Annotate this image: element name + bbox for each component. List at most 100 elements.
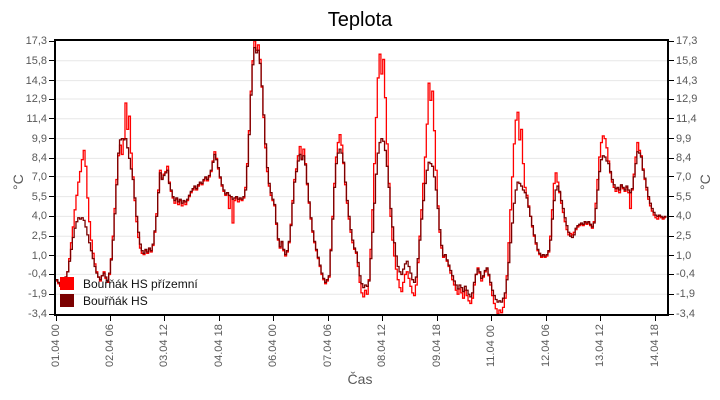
tick-mark — [669, 293, 674, 295]
y-tick-label-left: -3,4 — [28, 308, 47, 320]
tick-mark — [327, 316, 329, 321]
x-tick-label: 02.04 06 — [104, 324, 116, 367]
y-tick-label-left: 12,9 — [25, 93, 47, 105]
tick-mark — [436, 316, 438, 321]
tick-mark — [49, 176, 54, 178]
y-tick-label-right: 7,0 — [676, 170, 692, 183]
y-tick-label-right: 1,0 — [676, 250, 692, 262]
y-tick-label-left: 15,8 — [25, 54, 47, 67]
tick-mark — [669, 40, 674, 42]
tick-mark — [49, 215, 54, 217]
tick-mark — [669, 118, 674, 120]
y-tick-label-left: 14,3 — [25, 74, 47, 87]
y-axis-title-right: °C — [697, 174, 713, 190]
y-tick-label-left: 2,5 — [31, 230, 47, 243]
tick-mark — [49, 255, 54, 257]
y-tick-label-right: 14,3 — [676, 74, 698, 87]
tick-mark — [669, 196, 674, 198]
tick-mark — [49, 80, 54, 82]
x-tick-label: 13.04 12 — [594, 324, 606, 367]
tick-mark — [49, 118, 54, 120]
tick-mark — [49, 273, 54, 275]
y-tick-label-left: 4,0 — [31, 210, 47, 223]
x-tick-label: 01.04 00 — [49, 324, 62, 367]
y-tick-label-right: 11,4 — [676, 112, 697, 125]
tick-mark — [669, 313, 674, 315]
legend: Bouřňák HS přízemní Bouřňák HS — [60, 275, 198, 309]
y-tick-label-left: 9,9 — [31, 132, 47, 145]
x-tick-label: 06.04 00 — [267, 324, 280, 367]
x-tick-label: 03.04 12 — [158, 324, 171, 367]
tick-mark — [49, 313, 54, 315]
x-tick-label: 12.04 06 — [539, 324, 552, 367]
y-tick-label-left: -1,9 — [28, 288, 47, 301]
y-tick-label-left: 7,0 — [31, 170, 47, 183]
legend-swatch-darkred — [60, 294, 74, 307]
y-tick-label-left: 11,4 — [26, 112, 47, 125]
legend-item-prizemni: Bouřňák HS přízemní — [60, 275, 198, 292]
chart-title: Teplota — [327, 9, 393, 31]
y-tick-label-right: 8,4 — [676, 152, 692, 165]
tick-mark — [654, 316, 656, 321]
tick-mark — [669, 176, 674, 178]
plot-canvas — [56, 41, 667, 314]
tick-mark — [669, 273, 674, 275]
tick-mark — [669, 60, 674, 62]
y-tick-label-left: 1,0 — [31, 250, 47, 262]
tick-mark — [669, 80, 674, 82]
tick-mark — [669, 98, 674, 100]
y-axis-title-left: °C — [10, 174, 26, 190]
tick-mark — [669, 235, 674, 237]
y-tick-label-left: 17,3 — [25, 35, 47, 47]
tick-mark — [164, 316, 166, 321]
y-tick-label-right: -1,9 — [676, 288, 695, 301]
tick-mark — [545, 316, 547, 321]
tick-mark — [109, 316, 111, 321]
y-tick-label-left: 5,5 — [31, 190, 47, 203]
tick-mark — [49, 98, 54, 100]
y-tick-label-right: 12,9 — [676, 93, 698, 105]
y-tick-label-right: 15,8 — [676, 54, 698, 67]
tick-mark — [669, 255, 674, 257]
y-tick-label-right: 2,5 — [676, 230, 692, 243]
series-line-hs — [56, 46, 667, 303]
tick-mark — [49, 138, 54, 140]
x-tick-label: 04.04 18 — [212, 324, 225, 367]
x-tick-label: 07.04 06 — [321, 324, 334, 367]
tick-mark — [273, 316, 275, 321]
tick-mark — [669, 157, 674, 159]
y-tick-label-left: -0,4 — [28, 268, 47, 281]
tick-mark — [669, 138, 674, 140]
legend-item-hs: Bouřňák HS — [60, 292, 198, 309]
tick-mark — [49, 60, 54, 62]
y-tick-label-right: 17,3 — [676, 35, 698, 47]
legend-swatch-red — [60, 277, 74, 290]
legend-label: Bouřňák HS — [83, 293, 148, 308]
x-tick-label: 11.04 00 — [485, 324, 498, 367]
series-line-prizemni — [56, 41, 666, 314]
y-tick-label-left: 8,4 — [31, 152, 47, 165]
tick-mark — [55, 316, 57, 321]
tick-mark — [49, 293, 54, 295]
y-tick-label-right: 4,0 — [676, 210, 692, 223]
tick-mark — [218, 316, 220, 321]
tick-mark — [49, 40, 54, 42]
tick-mark — [49, 157, 54, 159]
tick-mark — [49, 235, 54, 237]
tick-mark — [491, 316, 493, 321]
y-tick-label-right: -3,4 — [676, 308, 695, 320]
tick-mark — [382, 316, 384, 321]
x-tick-label: 09.04 18 — [430, 324, 443, 367]
x-tick-label: 14.04 18 — [648, 324, 661, 367]
legend-label: Bouřňák HS přízemní — [83, 276, 198, 291]
y-tick-label-right: 9,9 — [676, 132, 692, 145]
x-tick-label: 08.04 12 — [376, 324, 389, 367]
tick-mark — [49, 196, 54, 198]
x-axis-title: Čas — [347, 371, 373, 387]
plot-area-border — [54, 39, 669, 316]
y-tick-label-right: -0,4 — [676, 268, 695, 281]
y-tick-label-right: 5,5 — [676, 190, 692, 203]
tick-mark — [600, 316, 602, 321]
tick-mark — [669, 215, 674, 217]
